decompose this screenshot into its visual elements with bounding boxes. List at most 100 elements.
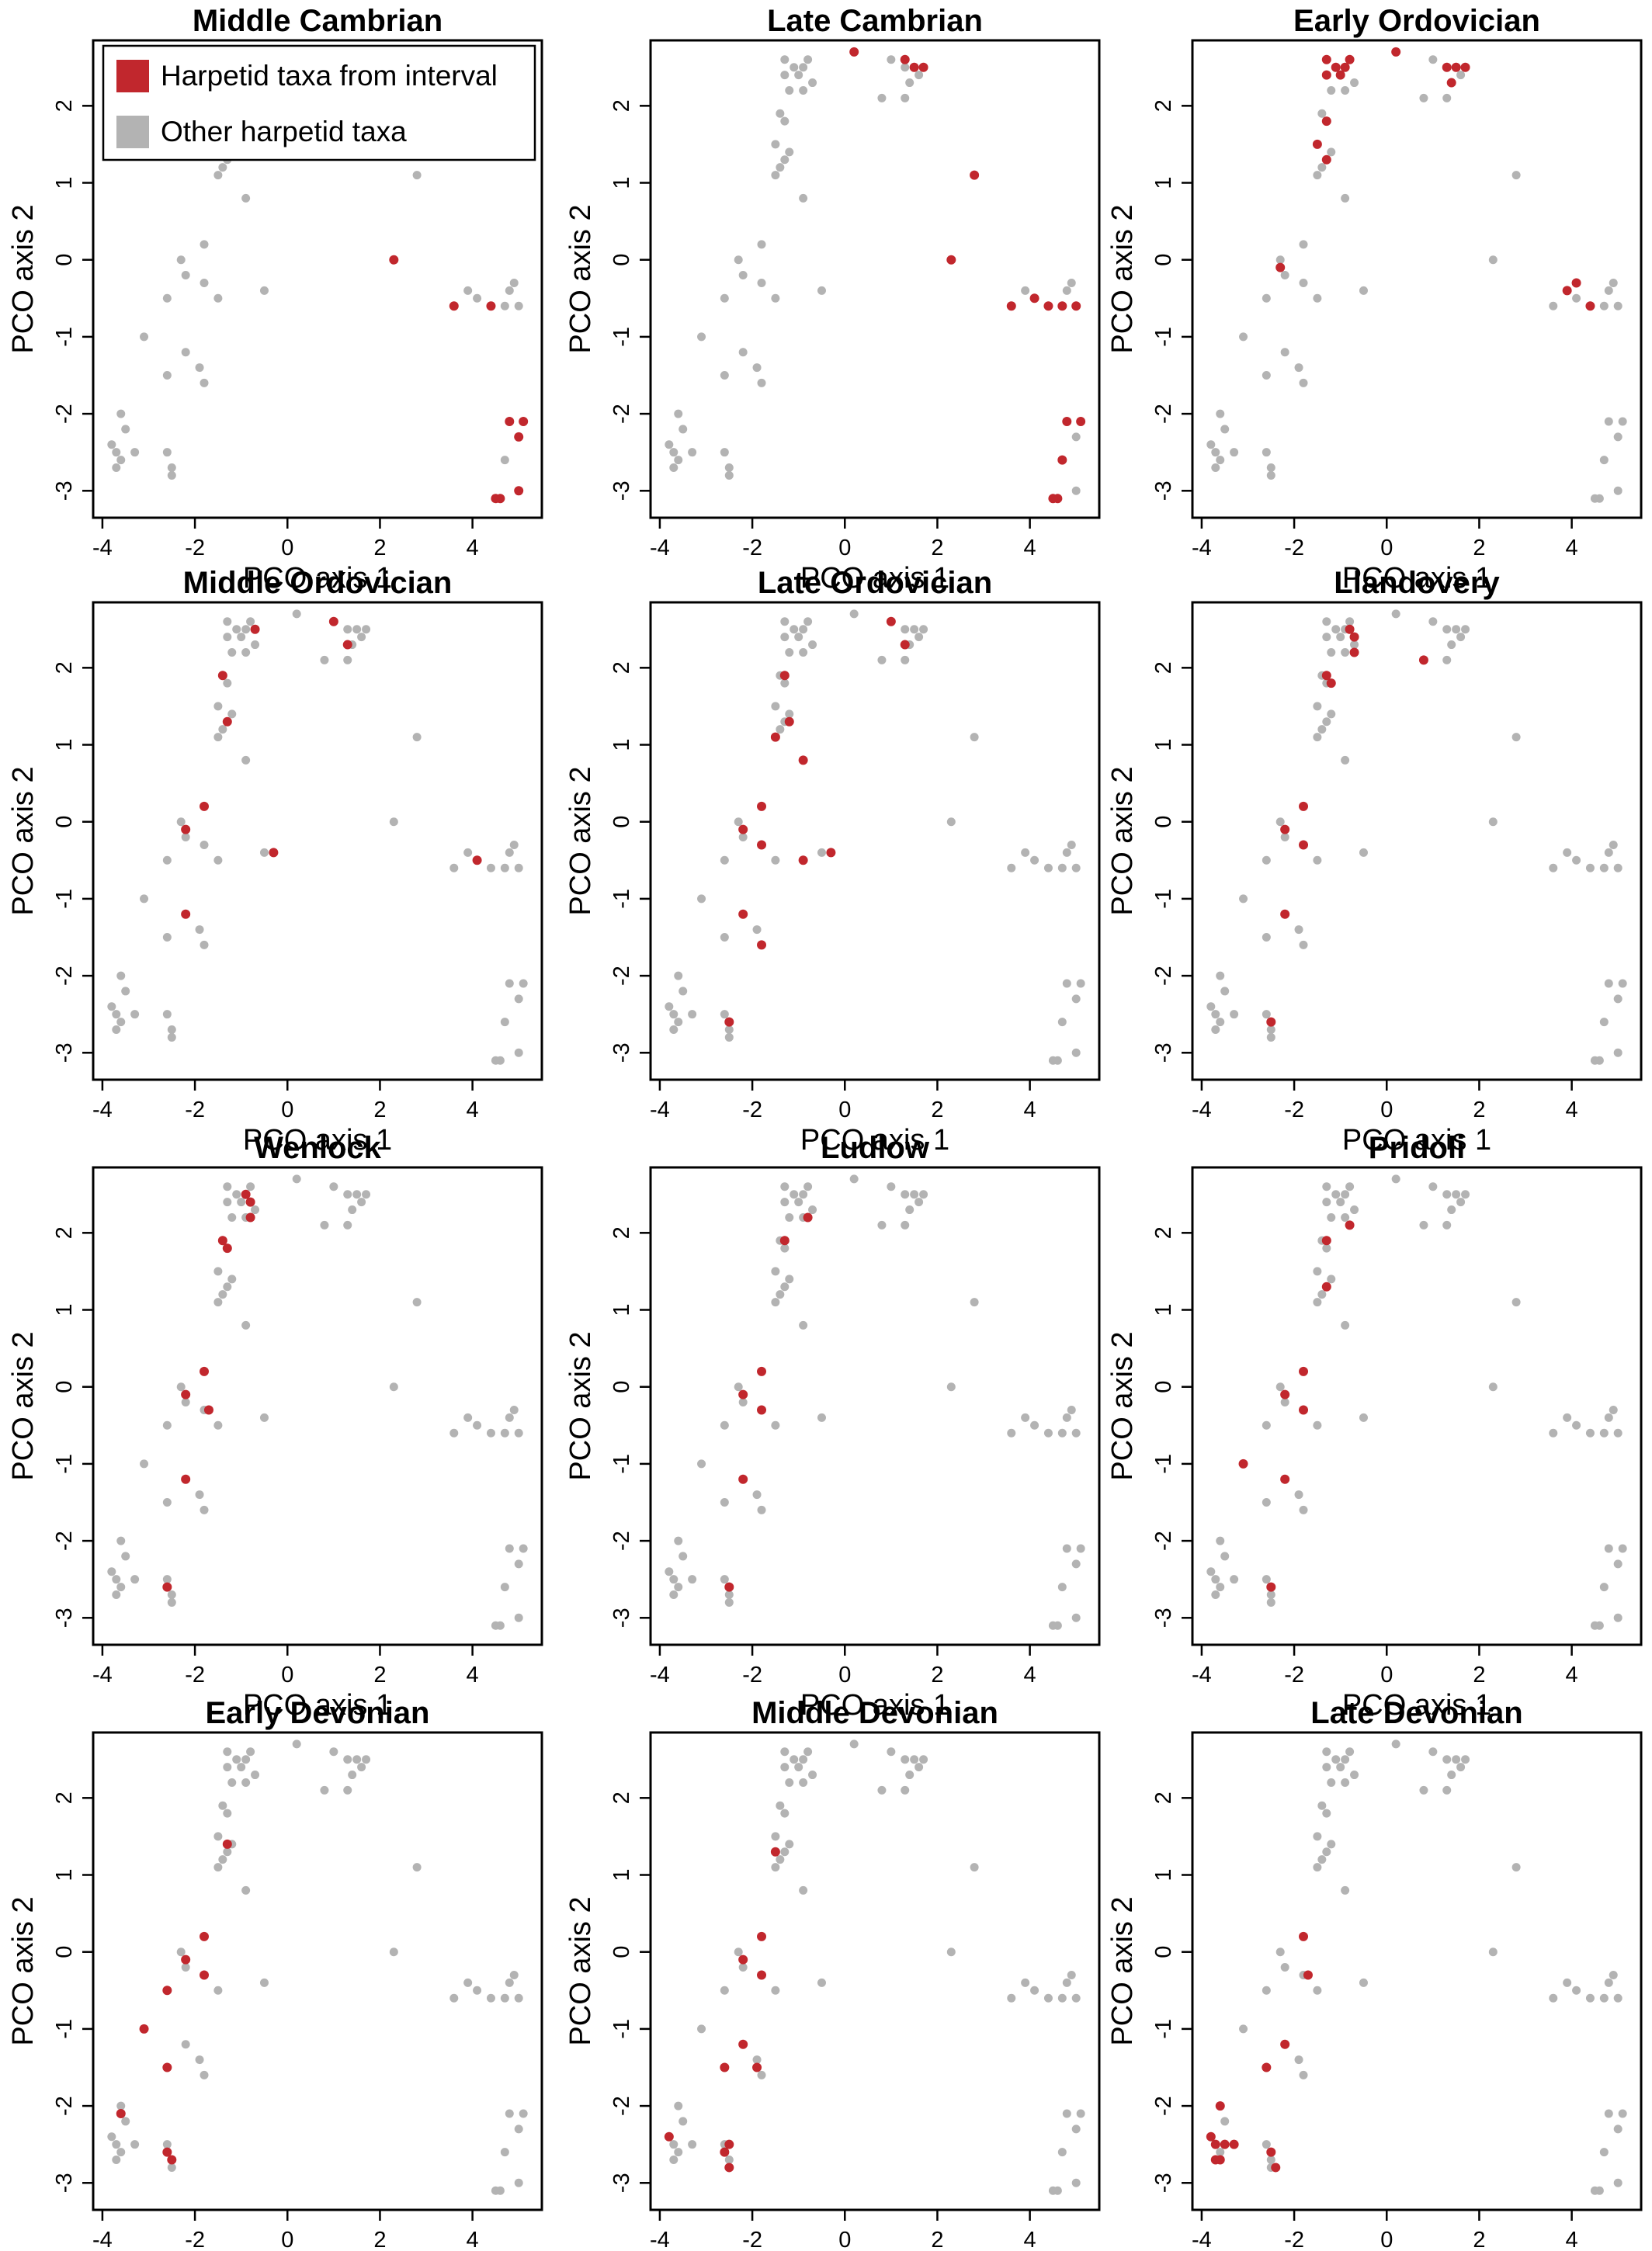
other-taxon-point xyxy=(1313,702,1322,711)
other-taxon-point xyxy=(1062,1544,1071,1553)
y-axis-label: PCO axis 2 xyxy=(1106,766,1139,915)
other-taxon-point xyxy=(107,1567,116,1576)
x-tick-label: 2 xyxy=(373,1098,386,1122)
interval-taxon-point xyxy=(514,432,524,442)
other-taxon-point xyxy=(1322,1243,1331,1253)
interval-taxon-point xyxy=(222,1243,232,1254)
x-tick-label: -2 xyxy=(185,1663,205,1687)
other-taxon-point xyxy=(1067,840,1076,849)
interval-taxon-point xyxy=(1238,1458,1248,1469)
interval-taxon-point xyxy=(757,1366,767,1376)
other-taxon-point xyxy=(1067,278,1076,287)
x-tick-label: -2 xyxy=(742,536,762,560)
other-taxon-point xyxy=(1007,1428,1016,1438)
other-taxon-point xyxy=(1327,1275,1336,1284)
other-taxon-point xyxy=(1021,848,1030,857)
y-tick-label: -3 xyxy=(609,2173,634,2193)
other-taxon-point xyxy=(213,1298,223,1307)
plot-frame xyxy=(1191,1166,1643,1646)
other-taxon-point xyxy=(251,640,260,650)
other-taxon-point xyxy=(181,348,190,357)
other-taxon-point xyxy=(162,293,172,303)
other-taxon-point xyxy=(1299,1505,1308,1514)
other-taxon-point xyxy=(738,833,748,842)
interval-taxon-point xyxy=(222,1839,232,1849)
other-taxon-point xyxy=(200,278,209,287)
other-taxon-point xyxy=(213,1986,223,1995)
y-tick-label: -3 xyxy=(1151,1042,1176,1063)
other-taxon-point xyxy=(697,332,706,342)
other-taxon-point xyxy=(1275,255,1285,265)
interval-taxon-point xyxy=(1571,278,1581,288)
other-taxon-point xyxy=(724,1590,734,1600)
other-taxon-point xyxy=(1239,2024,1248,2034)
other-taxon-point xyxy=(1599,456,1609,465)
other-taxon-point xyxy=(167,470,176,480)
other-taxon-point xyxy=(237,1198,246,1207)
interval-taxon-point xyxy=(1229,2139,1239,2149)
x-tick-label: 2 xyxy=(373,1663,386,1687)
other-taxon-point xyxy=(1456,1763,1466,1772)
other-taxon-point xyxy=(1419,1220,1428,1230)
other-taxon-point xyxy=(162,932,172,942)
y-tick-label: -2 xyxy=(52,2096,77,2116)
other-taxon-point xyxy=(1067,1970,1076,1979)
y-tick-label: -3 xyxy=(1151,2173,1176,2193)
other-taxon-point xyxy=(771,702,780,711)
y-tick-label: -2 xyxy=(609,2096,634,2116)
x-tick-label: 0 xyxy=(1380,536,1393,560)
x-tick-label: -4 xyxy=(92,536,113,560)
interval-taxon-point xyxy=(1451,62,1461,72)
other-taxon-point xyxy=(500,1428,509,1438)
other-taxon-point xyxy=(1341,647,1350,657)
other-taxon-point xyxy=(320,655,329,664)
other-taxon-point xyxy=(352,1190,362,1199)
interval-taxon-point xyxy=(162,1582,172,1592)
x-tick-label: -4 xyxy=(92,1098,113,1122)
other-taxon-point xyxy=(849,1739,859,1749)
other-taxon-point xyxy=(1488,255,1498,265)
other-taxon-point xyxy=(780,1282,790,1292)
other-taxon-point xyxy=(669,448,678,457)
other-taxon-point xyxy=(213,1863,223,1872)
other-taxon-point xyxy=(970,733,979,742)
other-taxon-point xyxy=(910,1755,919,1764)
other-taxon-point xyxy=(1266,1032,1275,1042)
other-taxon-point xyxy=(181,271,190,280)
interval-taxon-point xyxy=(1303,1970,1313,1980)
y-tick-label: 1 xyxy=(52,1303,77,1316)
other-taxon-point xyxy=(505,1413,514,1422)
other-taxon-point xyxy=(486,1428,495,1438)
interval-taxon-point xyxy=(1312,139,1322,149)
other-taxon-point xyxy=(1280,1963,1289,1972)
y-tick-label: -3 xyxy=(1151,1608,1176,1628)
other-taxon-point xyxy=(771,1298,780,1307)
other-taxon-point xyxy=(357,633,366,642)
other-taxon-point xyxy=(500,2148,509,2157)
x-tick-label: -2 xyxy=(742,1663,762,1687)
other-taxon-point xyxy=(776,109,785,118)
other-taxon-point xyxy=(1327,1778,1336,1787)
other-taxon-point xyxy=(473,293,482,303)
other-taxon-point xyxy=(808,640,817,650)
other-taxon-point xyxy=(720,1575,729,1584)
other-taxon-point xyxy=(140,1459,149,1469)
other-taxon-point xyxy=(227,1778,237,1787)
interval-taxon-point xyxy=(1299,801,1309,811)
other-taxon-point xyxy=(1327,147,1336,157)
other-taxon-point xyxy=(776,163,785,172)
other-taxon-point xyxy=(674,409,683,418)
x-tick-label: 4 xyxy=(467,1663,479,1687)
interval-taxon-point xyxy=(1048,494,1058,504)
other-taxon-point xyxy=(181,1398,190,1407)
y-tick-label: 0 xyxy=(609,1381,634,1393)
other-taxon-point xyxy=(1317,109,1327,118)
other-taxon-point xyxy=(720,448,729,457)
other-taxon-point xyxy=(1572,293,1581,303)
other-taxon-point xyxy=(1062,979,1071,988)
y-tick-label: 2 xyxy=(1151,1791,1176,1804)
other-taxon-point xyxy=(734,255,743,265)
y-tick-label: 0 xyxy=(52,816,77,828)
interval-taxon-point xyxy=(803,1212,813,1223)
